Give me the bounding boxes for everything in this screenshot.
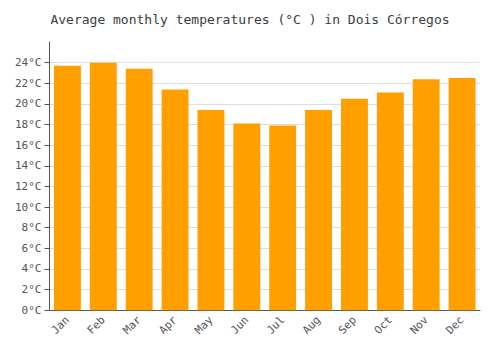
svg-text:6°C: 6°C [22,242,42,255]
svg-text:4°C: 4°C [22,262,42,275]
svg-text:2°C: 2°C [22,283,42,296]
svg-text:24°C: 24°C [15,56,42,69]
svg-text:Dec: Dec [443,314,466,337]
svg-text:Feb: Feb [85,314,108,337]
svg-text:22°C: 22°C [15,77,42,90]
svg-text:Average monthly temperatures (: Average monthly temperatures (°C ) in Do… [50,12,449,27]
svg-text:Oct: Oct [372,314,395,337]
svg-text:12°C: 12°C [15,180,42,193]
svg-text:Nov: Nov [408,313,431,336]
svg-text:14°C: 14°C [15,159,42,172]
svg-text:May: May [192,313,215,336]
svg-text:0°C: 0°C [22,304,42,317]
svg-text:Aug: Aug [300,314,323,337]
svg-text:Jan: Jan [49,314,72,337]
svg-text:Jun: Jun [228,314,251,337]
svg-text:Sep: Sep [336,314,359,337]
svg-text:10°C: 10°C [15,201,42,214]
svg-text:Apr: Apr [156,313,179,336]
svg-text:16°C: 16°C [15,139,42,152]
svg-text:18°C: 18°C [15,118,42,131]
svg-text:20°C: 20°C [15,97,42,110]
svg-text:Mar: Mar [121,313,144,336]
svg-text:Jul: Jul [264,314,287,337]
svg-text:8°C: 8°C [22,221,42,234]
